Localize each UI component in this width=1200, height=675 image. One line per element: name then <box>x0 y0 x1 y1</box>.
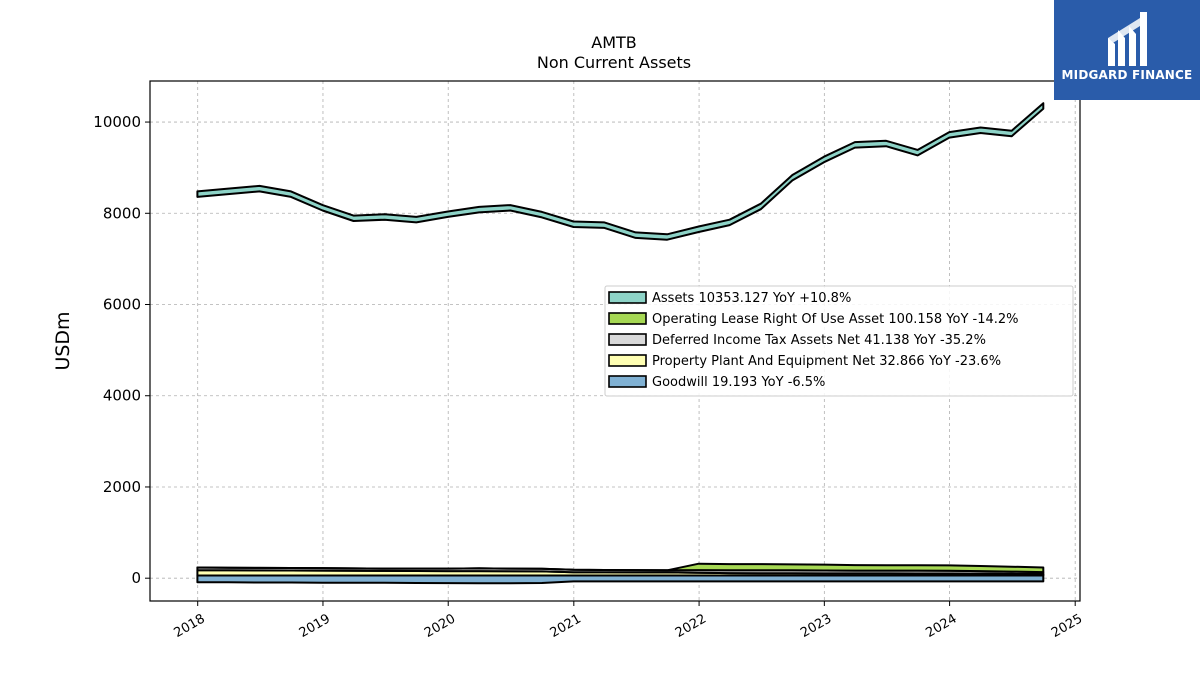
x-tick-label: 2023 <box>798 611 834 641</box>
legend: Assets 10353.127 YoY +10.8% Operating Lea… <box>604 285 1074 397</box>
chart-subtitle: Non Current Assets <box>537 53 691 72</box>
y-tick-label: 10000 <box>93 113 141 131</box>
legend-entry: Assets 10353.127 YoY +10.8% <box>652 291 851 306</box>
legend-entry: Deferred Income Tax Assets Net 41.138 Yo… <box>652 333 986 348</box>
x-tick-label: 2022 <box>673 611 709 641</box>
y-tick-label: 0 <box>131 569 141 587</box>
y-tick-label: 2000 <box>103 478 141 496</box>
legend-swatch <box>608 375 647 388</box>
x-tick-label: 2019 <box>297 611 333 641</box>
x-tick-label: 2018 <box>172 611 208 641</box>
series-areas <box>196 102 1045 585</box>
y-tick-label: 4000 <box>103 387 141 405</box>
x-tick-label: 2024 <box>923 611 959 641</box>
axes <box>149 80 1081 602</box>
legend-entry: Operating Lease Right Of Use Asset 100.1… <box>652 312 1019 327</box>
x-tick-label: 2021 <box>548 611 584 641</box>
y-axis-label: USDm <box>52 311 74 370</box>
midgard-logo: MIDGARD FINANCE <box>1054 0 1200 100</box>
legend-entry: Property Plant And Equipment Net 32.866 … <box>652 354 1001 369</box>
chart-title: AMTB <box>591 33 637 52</box>
legend-swatch <box>608 333 647 346</box>
logo-text: MIDGARD FINANCE <box>1061 68 1193 82</box>
midgard-logo-icon <box>1108 12 1147 66</box>
legend-entry: Goodwill 19.193 YoY -6.5% <box>652 375 825 390</box>
y-tick-label: 8000 <box>103 204 141 222</box>
legend-box <box>604 285 1074 397</box>
legend-swatch <box>608 291 647 304</box>
series-area-operating-lease-right-of-use-asset <box>196 562 1045 574</box>
y-tick-label: 6000 <box>103 296 141 314</box>
x-tick-label: 2025 <box>1049 611 1085 641</box>
plot-frame <box>149 80 1081 602</box>
legend-swatch <box>608 312 647 325</box>
x-tick-label: 2020 <box>422 611 458 641</box>
series-area-assets <box>196 102 1045 241</box>
legend-swatch <box>608 354 647 367</box>
